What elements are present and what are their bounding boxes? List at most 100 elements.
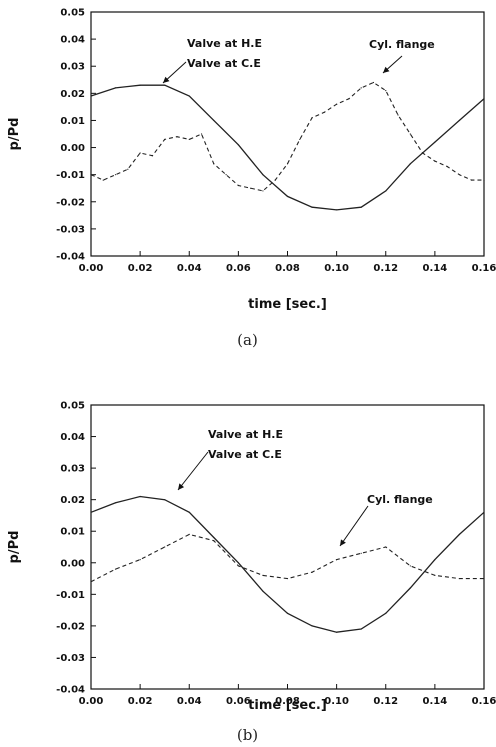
data-point-cyl-flange [114,568,117,570]
data-point-valve [262,174,264,176]
data-point-cyl-flange [397,114,399,116]
data-point-cyl-flange [286,577,289,580]
x-tick-label: 0.06 [226,696,251,707]
x-tick-label: 0.12 [373,263,398,274]
x-tick-label: 0.00 [79,696,104,707]
data-point-valve [311,625,313,627]
x-axis-title: time [sec.] [248,698,327,713]
data-point-cyl-flange [237,184,239,187]
data-point-cyl-flange [458,577,461,580]
data-point-cyl-flange [139,559,141,561]
y-tick-label: -0.04 [56,685,85,696]
y-tick-label: 0.00 [60,143,85,154]
data-point-cyl-flange [360,552,362,554]
y-tick-label: -0.03 [56,653,85,664]
y-tick-label: 0.02 [60,89,85,100]
series-line-valve [90,495,485,633]
x-tick-label: 0.12 [373,696,398,707]
x-tick-label: 0.08 [275,263,300,274]
data-point-cyl-flange [372,81,375,84]
data-point-cyl-flange [434,574,436,577]
annotation-label: Valve at C.E [187,57,261,70]
data-point-cyl-flange [274,179,276,181]
data-point-cyl-flange [262,190,264,192]
data-point-cyl-flange [90,174,92,176]
x-tick-label: 0.16 [472,696,496,707]
data-point-cyl-flange [483,179,485,181]
data-point-cyl-flange [336,103,338,105]
data-point-valve [458,533,461,535]
y-tick-label: -0.04 [56,252,85,263]
x-tick-label: 0.04 [177,696,202,707]
plot-frame [90,404,485,690]
data-point-cyl-flange [323,111,325,113]
data-point-cyl-flange [127,168,129,170]
y-tick-label: -0.03 [56,224,85,235]
data-point-cyl-flange [458,174,461,176]
data-point-cyl-flange [176,136,178,138]
data-point-cyl-flange [139,152,141,154]
data-point-valve [336,631,338,633]
data-point-valve [139,495,141,498]
y-tick-label: -0.01 [56,590,85,601]
data-point-valve [483,511,485,513]
data-point-cyl-flange [200,133,203,135]
data-point-valve [286,612,289,614]
y-tick-label: 0.01 [60,116,85,127]
x-tick-label: 0.08 [275,696,300,707]
data-point-cyl-flange [164,546,166,548]
data-point-cyl-flange [237,565,239,567]
y-tick-label: -0.02 [56,621,85,632]
data-point-valve [114,502,117,504]
y-axis-title: p/Pd [7,118,22,151]
data-point-cyl-flange [188,533,190,535]
y-tick-label: 0.03 [60,62,85,73]
data-point-valve [188,95,190,97]
y-tick-label: 0.05 [60,401,85,412]
data-point-cyl-flange [471,179,473,181]
data-point-cyl-flange [90,581,92,583]
arrow-head [340,539,346,546]
data-point-valve [213,536,215,539]
data-point-cyl-flange [421,152,424,154]
data-point-cyl-flange [102,179,104,181]
y-tick-label: 0.02 [60,495,85,506]
data-point-valve [114,87,117,89]
data-point-cyl-flange [360,87,362,89]
data-point-valve [213,119,215,122]
annotation-arrow [339,505,369,547]
y-tick-label: 0.04 [60,432,85,443]
data-point-valve [434,141,436,143]
data-point-cyl-flange [385,90,387,92]
data-point-valve [262,590,264,592]
data-point-cyl-flange [311,117,313,119]
data-point-cyl-flange [446,165,448,168]
data-point-cyl-flange [114,174,117,176]
chart-panel-b: -0.04 -0.03 -0.02 -0.01 0.00 0.01 0.02 0.03 0.04… [7,401,496,745]
annotation-label: Cyl. flange [367,493,433,506]
data-point-valve [409,587,411,589]
x-axis-title: time [sec.] [248,297,327,312]
panel-caption: (a) [237,331,258,349]
data-point-cyl-flange [164,138,166,141]
x-tick-label: 0.16 [472,263,496,274]
x-tick-label: 0.04 [177,263,202,274]
data-point-cyl-flange [299,138,301,141]
series-line-valve [90,84,485,211]
data-point-valve [237,562,239,564]
y-tick-label: 0.04 [60,35,85,46]
x-tick-label: 0.02 [128,263,153,274]
data-point-valve [237,144,239,146]
annotation-arrow [177,451,209,491]
panel-caption: (b) [237,726,258,744]
annotation-label: Valve at H.E [187,37,262,50]
data-point-cyl-flange [213,163,215,165]
data-point-valve [385,190,387,192]
y-tick-label: -0.01 [56,170,85,181]
series-line-cyl-flange [90,81,484,192]
data-point-valve [139,84,141,86]
data-point-cyl-flange [225,174,227,176]
data-point-valve [164,84,166,86]
y-tick-label: 0.00 [60,558,85,569]
